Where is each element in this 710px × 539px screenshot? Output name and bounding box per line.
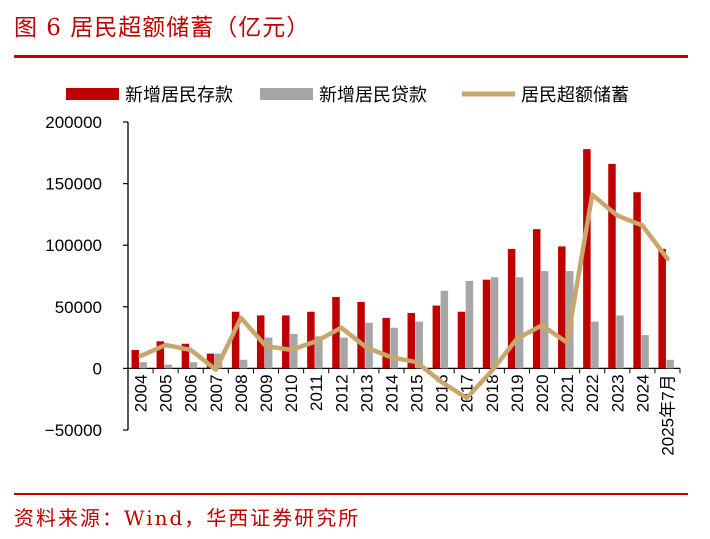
legend-swatch xyxy=(260,88,313,100)
x-tick-label: 2019 xyxy=(508,374,527,412)
bar-loan xyxy=(164,364,173,369)
x-tick-label: 2023 xyxy=(608,374,627,412)
bar-deposit xyxy=(357,301,365,369)
bar-loan xyxy=(490,277,499,369)
x-tick-label: 2009 xyxy=(257,374,276,412)
bar-deposit xyxy=(532,229,541,369)
bar-deposit xyxy=(507,248,516,369)
bar-deposit xyxy=(432,305,441,369)
source-note: 资料来源：Wind，华西证券研究所 xyxy=(14,506,361,530)
y-tick-label: 100000 xyxy=(45,236,102,255)
bar-deposit xyxy=(206,353,215,369)
bar-deposit xyxy=(382,317,390,369)
bar-deposit xyxy=(407,312,415,369)
x-tick-label: 2012 xyxy=(332,374,351,412)
x-tick-label: 2015 xyxy=(408,374,427,412)
line-series xyxy=(138,192,670,401)
axes: 200000 150000 100000 50000 0 −50000 2004 2005 20… xyxy=(45,113,681,456)
bar-loan xyxy=(239,359,248,369)
bar-loan xyxy=(315,336,323,369)
x-tick-label: 2025年7月 xyxy=(658,374,677,455)
bar-loan xyxy=(515,277,524,369)
y-tick-label: 50000 xyxy=(55,298,102,317)
bar-loan xyxy=(264,337,273,369)
bar-deposit xyxy=(558,246,566,369)
x-tick-label: 2006 xyxy=(182,374,201,412)
x-tick-label: 2010 xyxy=(282,374,301,412)
legend-swatch xyxy=(66,88,119,100)
x-tick-label: 2018 xyxy=(483,374,502,412)
bar-loan xyxy=(390,327,398,369)
x-tick-label: 2004 xyxy=(132,374,151,412)
bar-loan xyxy=(666,359,674,369)
legend-label: 新增居民贷款 xyxy=(319,85,427,106)
x-tick-label: 2005 xyxy=(157,374,176,412)
y-tick-label: 0 xyxy=(93,359,102,378)
bars xyxy=(131,149,674,369)
title-divider xyxy=(14,55,688,58)
bar-deposit xyxy=(156,341,165,369)
bar-deposit xyxy=(231,311,240,369)
x-tick-label: 2013 xyxy=(357,374,376,412)
figure-title: 图 6 居民超额储蓄（亿元） xyxy=(14,15,311,41)
bar-deposit xyxy=(633,192,641,369)
bar-loan xyxy=(139,362,147,369)
bar-loan xyxy=(465,280,474,369)
bar-deposit xyxy=(282,315,290,369)
y-tick-label: 200000 xyxy=(45,113,102,132)
x-tick-label: 2024 xyxy=(633,374,652,412)
legend-label: 居民超额储蓄 xyxy=(521,85,629,106)
bar-deposit xyxy=(307,311,315,369)
bar-loan xyxy=(415,321,423,369)
bar-deposit xyxy=(658,248,666,369)
bar-deposit xyxy=(608,163,616,369)
x-tick-label: 2021 xyxy=(558,374,577,412)
bar-loan xyxy=(540,271,549,369)
source-divider xyxy=(14,493,688,495)
bar-loan xyxy=(641,335,649,369)
x-tick-label: 2007 xyxy=(207,374,226,412)
x-tick-label: 2011 xyxy=(307,374,326,411)
y-tick-label: −50000 xyxy=(45,421,102,440)
bar-deposit xyxy=(583,149,591,369)
legend: 新增居民存款 新增居民贷款 居民超额储蓄 xyxy=(66,85,629,106)
x-tick-label: 2022 xyxy=(583,374,602,412)
bar-loan xyxy=(591,321,599,369)
bar-loan xyxy=(616,315,624,369)
x-tick-label: 2014 xyxy=(382,374,401,412)
chart: 新增居民存款 新增居民贷款 居民超额储蓄 200000 150000 100000 500… xyxy=(45,85,681,456)
x-tick-label: 2008 xyxy=(232,374,251,412)
bar-loan xyxy=(440,290,449,369)
bar-loan xyxy=(365,322,373,369)
bar-loan xyxy=(189,362,198,369)
bar-deposit xyxy=(482,279,491,369)
bar-loan xyxy=(340,337,348,369)
x-tick-label: 2017 xyxy=(458,374,477,412)
legend-label: 新增居民存款 xyxy=(125,85,233,106)
bar-deposit xyxy=(131,349,139,369)
x-tick-label: 2020 xyxy=(533,374,552,412)
y-tick-label: 150000 xyxy=(45,175,102,194)
line-excess-savings xyxy=(138,192,670,401)
bar-deposit xyxy=(181,343,190,369)
bar-deposit xyxy=(457,311,466,369)
